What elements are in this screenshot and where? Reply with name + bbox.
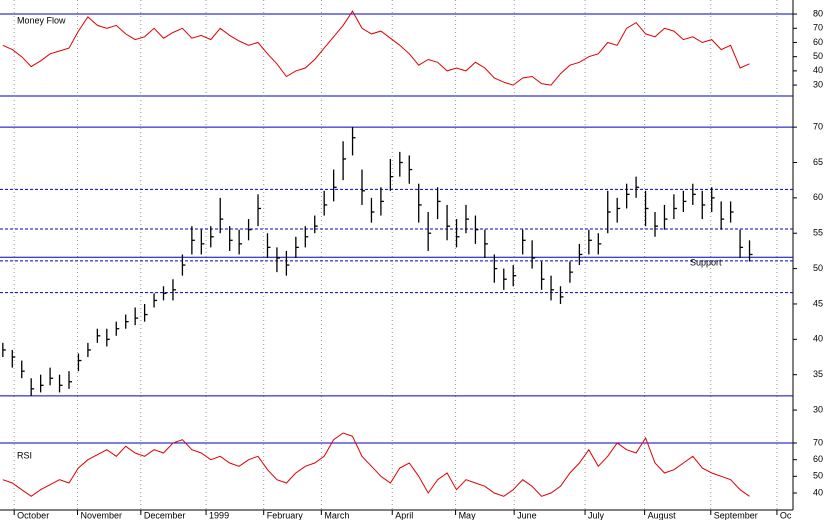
annotation: Support: [690, 257, 722, 267]
x-tick-label: April: [395, 510, 413, 520]
y-tick-label: 30: [813, 404, 823, 414]
y-tick-label: 30: [813, 79, 823, 89]
x-tick-label: August: [648, 510, 677, 520]
y-tick-label: 50: [813, 471, 823, 481]
y-tick-label: 35: [813, 369, 823, 379]
y-tick-label: 50: [813, 263, 823, 273]
x-tick-label: October: [17, 510, 49, 520]
y-tick-label: 45: [813, 298, 823, 308]
y-tick-label: 70: [813, 121, 823, 131]
x-tick-label: November: [81, 510, 123, 520]
y-tick-label: 60: [813, 192, 823, 202]
y-tick-label: 65: [813, 157, 823, 167]
x-tick-label: December: [144, 510, 186, 520]
y-tick-label: 40: [813, 487, 823, 497]
y-tick-label: 70: [813, 437, 823, 447]
y-tick-label: 70: [813, 23, 823, 33]
x-tick-label: July: [588, 510, 605, 520]
x-tick-label: February: [267, 510, 304, 520]
y-tick-label: 50: [813, 51, 823, 61]
y-tick-label: 55: [813, 228, 823, 238]
x-tick-label: September: [714, 510, 758, 520]
y-tick-label: 80: [813, 8, 823, 18]
panel-title: Money Flow: [17, 15, 66, 25]
y-tick-label: 40: [813, 65, 823, 75]
x-tick-label: Oc: [780, 510, 792, 520]
y-tick-label: 60: [813, 37, 823, 47]
series-line: [2, 10, 750, 86]
y-tick-label: 60: [813, 454, 823, 464]
x-tick-label: March: [324, 510, 349, 520]
y-tick-label: 40: [813, 334, 823, 344]
x-tick-label: 1999: [209, 510, 229, 520]
x-tick-label: May: [459, 510, 477, 520]
series-line: [2, 432, 750, 497]
x-tick-label: June: [517, 510, 537, 520]
panel-title: RSI: [17, 450, 32, 460]
